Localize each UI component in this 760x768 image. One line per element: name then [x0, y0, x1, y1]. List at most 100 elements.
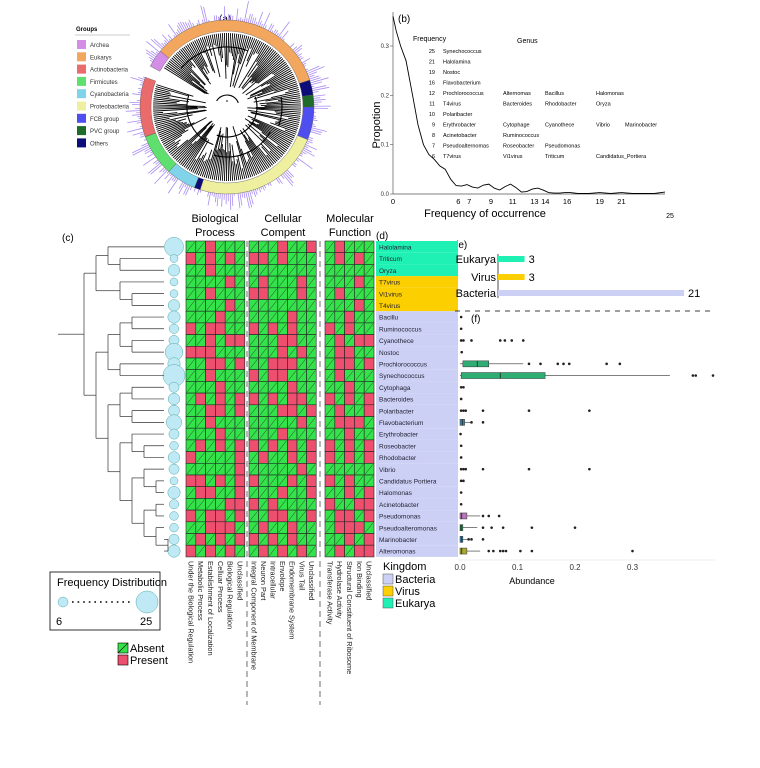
present-cell — [287, 439, 298, 452]
present-cell — [363, 544, 375, 558]
panel-label-e: (e) — [455, 240, 467, 251]
tree-branch — [197, 38, 205, 54]
absent-diagonal — [297, 358, 306, 369]
abundance-bar — [269, 24, 275, 32]
absent-diagonal — [297, 429, 306, 440]
outlier-point — [462, 479, 465, 483]
abundance-bar — [143, 76, 146, 79]
tree-branch — [266, 70, 292, 85]
abundance-bar — [249, 14, 253, 24]
absent-diagonal — [216, 452, 225, 463]
absent-diagonal — [259, 358, 268, 369]
tree-branch — [228, 151, 232, 181]
annotation-freq: 8 — [432, 133, 435, 139]
absent-diagonal — [278, 265, 287, 276]
absent-diagonal — [216, 370, 225, 381]
present-cell — [344, 427, 355, 441]
present-cell — [185, 544, 197, 558]
absent-diagonal — [325, 405, 334, 416]
absent-diagonal — [259, 300, 268, 311]
absent-diagonal — [259, 534, 268, 545]
abundance-bar — [168, 38, 171, 42]
absent-diagonal — [216, 335, 225, 346]
tree-branch — [207, 35, 212, 48]
absent-diagonal — [355, 312, 364, 323]
tree-branch — [246, 161, 254, 177]
genus-kingdom-background — [376, 287, 458, 300]
absent-diagonal — [335, 393, 344, 404]
abundance-bar — [125, 110, 141, 112]
present-cell — [287, 357, 298, 370]
tree-branch — [238, 43, 267, 89]
genus-kingdom-background — [376, 533, 458, 546]
tree-branch — [171, 121, 211, 157]
legend-label: PVC group — [90, 129, 120, 135]
genus-label: Flavobacterium — [379, 420, 423, 427]
absent-diagonal — [355, 382, 364, 393]
tree-branch — [266, 154, 275, 165]
x-tick-label: 19 — [596, 197, 604, 206]
present-cell — [287, 334, 298, 347]
absent-diagonal — [186, 522, 195, 533]
x-tick-label: 6 — [456, 197, 460, 206]
outlier-point — [470, 339, 473, 342]
present-cell — [234, 404, 246, 417]
abundance-bar — [247, 191, 253, 208]
absent-diagonal — [288, 499, 297, 510]
absent-diagonal — [259, 370, 268, 381]
abundance-bar — [298, 55, 302, 59]
absent-diagonal — [345, 241, 354, 252]
present-cell — [334, 252, 345, 265]
absent-diagonal — [196, 288, 205, 299]
tree-branch — [239, 36, 250, 65]
tree-branch — [232, 35, 248, 87]
x-tick-label: 0 — [391, 197, 395, 206]
present-cell — [215, 357, 226, 370]
present-cell — [344, 381, 355, 394]
present-cell — [287, 533, 298, 546]
absent-diagonal — [186, 265, 195, 276]
annotation-genus: T7virus — [443, 154, 461, 160]
tree-branch — [155, 86, 189, 97]
present-cell — [195, 533, 206, 546]
abundance-bar — [138, 77, 145, 80]
heatmap-headers: Biological Process Cellular Compent Mole… — [191, 213, 374, 239]
abundance-boxplot: Abundance 0.0 0.1 0.2 0.3 — [454, 315, 715, 586]
absent-diagonal — [259, 382, 268, 393]
abundance-bar — [193, 187, 196, 192]
outlier-point — [605, 362, 608, 366]
genus-kingdom-background — [376, 451, 458, 464]
absent-diagonal — [325, 546, 334, 557]
abundance-bar — [276, 32, 279, 36]
tree-branch — [155, 118, 187, 128]
present-cell — [296, 462, 307, 476]
bar-bacteria — [498, 290, 685, 296]
tree-branch — [250, 111, 300, 123]
outlier-point — [459, 456, 463, 459]
x-tick-label: 0.1 — [512, 563, 524, 572]
outlier-point — [530, 526, 534, 529]
genus-label: Halolamina — [379, 245, 412, 252]
abundance-bar — [146, 52, 156, 59]
frequency-circle — [168, 381, 180, 393]
absent-diagonal — [235, 546, 244, 557]
genus-kingdom-background — [376, 463, 458, 475]
absent-diagonal — [226, 452, 235, 463]
absent-diagonal — [345, 546, 354, 557]
tree-branch — [231, 144, 238, 181]
legend-label: Actinobacteria — [90, 68, 129, 74]
abundance-bar — [254, 189, 258, 195]
column-label: Envolope — [278, 561, 287, 591]
abundance-bar — [310, 77, 329, 84]
presence-legend: Absent Present — [117, 642, 168, 667]
genus-kingdom-background — [376, 498, 458, 511]
column-label: Neuron Part — [259, 561, 268, 600]
absent-diagonal — [297, 370, 306, 381]
abundance-bar — [305, 68, 309, 71]
present-cell — [344, 392, 355, 406]
tree-branch — [154, 114, 193, 124]
abundance-bar — [268, 23, 273, 31]
absent-diagonal — [196, 522, 205, 533]
absent-diagonal — [186, 405, 195, 416]
absent-diagonal — [297, 522, 306, 533]
